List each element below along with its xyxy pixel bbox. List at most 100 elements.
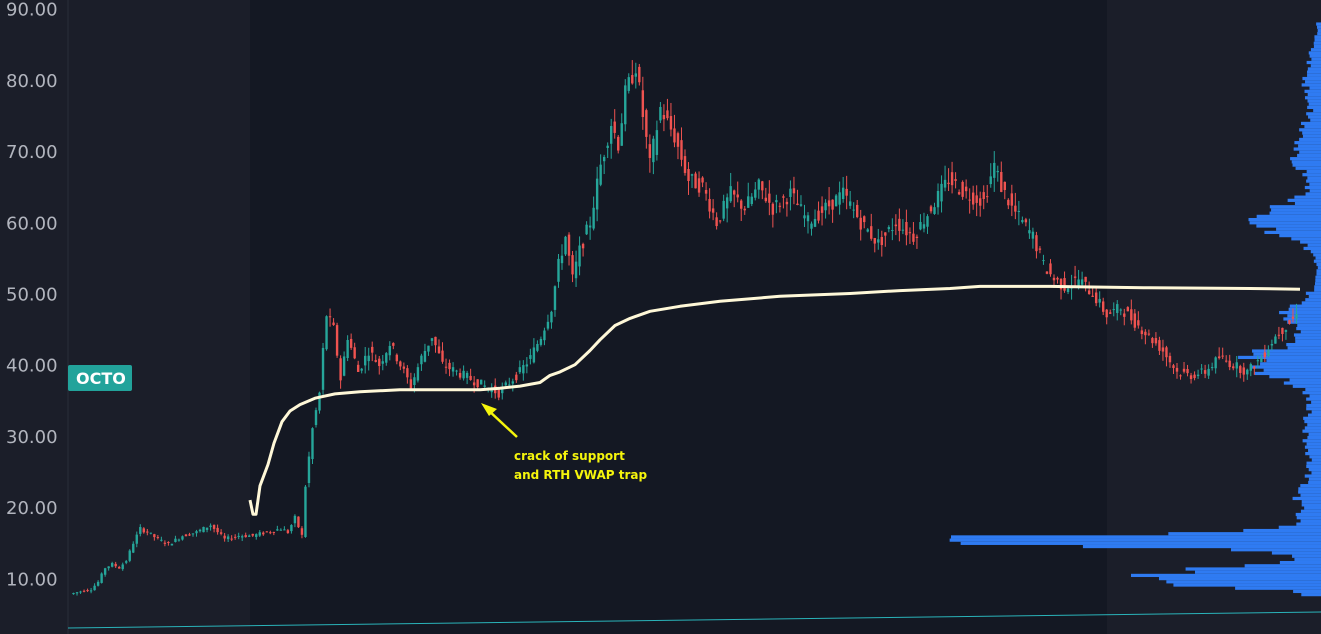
candle-body [599, 164, 602, 185]
candle-body [718, 220, 722, 222]
candle-body [831, 199, 834, 210]
candle-body [469, 375, 472, 380]
symbol-tag-text: OCTO [76, 369, 126, 388]
candle-body [1038, 248, 1042, 250]
candle-body [754, 189, 757, 198]
volume-profile-bar [1292, 384, 1321, 388]
volume-profile-bar [1305, 387, 1321, 392]
candle-body [859, 217, 862, 230]
candle-body [321, 347, 325, 390]
candle-body [497, 389, 500, 398]
candle-body [381, 361, 384, 364]
candle-body [641, 90, 645, 118]
volume-profile-bar [1311, 458, 1321, 462]
volume-profile-bar [1293, 333, 1321, 337]
volume-profile-bar [1276, 227, 1321, 231]
volume-profile-bar [1130, 573, 1321, 578]
volume-profile-bar [1315, 256, 1321, 260]
volume-profile-bar [949, 538, 1321, 542]
candle-body [518, 367, 522, 373]
volume-profile-bar [1306, 403, 1321, 408]
volume-profile-bar [1295, 339, 1321, 344]
candle-body [1024, 219, 1028, 223]
candle-body [785, 201, 789, 205]
symbol-tag: OCTO [68, 365, 132, 391]
candle-body [1239, 366, 1242, 373]
volume-profile-bar [1315, 278, 1321, 283]
candle-body [894, 224, 898, 227]
candle-body [434, 336, 437, 346]
candle-body [146, 531, 149, 533]
candle-body [483, 385, 486, 387]
candle-body [968, 199, 971, 201]
candle-body [1175, 367, 1179, 372]
volume-profile-bar [1313, 41, 1321, 45]
annotation-line-1: crack of support [514, 449, 625, 463]
candle-body [395, 354, 399, 362]
candle-body [936, 190, 940, 208]
volume-profile-bar [1300, 519, 1321, 523]
volume-profile-bar [1173, 583, 1321, 587]
candle-body [1284, 330, 1288, 332]
candle-body [634, 73, 637, 77]
volume-profile-bar [1304, 96, 1321, 100]
candle-body [437, 346, 441, 354]
candle-body [655, 130, 659, 155]
candle-body [722, 200, 725, 219]
price-tick-label: 10.00 [6, 569, 58, 590]
candle-body [1207, 368, 1210, 376]
candle-body [926, 216, 929, 227]
candle-body [627, 77, 630, 91]
price-axis[interactable]: 10.00 20.00 30.00 40.00 50.00 60.00 70.00 80.00… [6, 0, 58, 590]
candle-body [269, 532, 272, 534]
candle-body [522, 365, 525, 374]
volume-profile-bar [1287, 346, 1321, 350]
candle-body [356, 364, 360, 372]
candle-body [1151, 338, 1154, 344]
candle-body [620, 123, 623, 146]
candle-body [132, 543, 135, 553]
volume-profile-bar [1298, 487, 1321, 491]
candle-body [898, 218, 901, 231]
candle-body [114, 563, 117, 567]
candle-body [335, 325, 339, 356]
candle-body [332, 322, 335, 326]
candle-body [982, 192, 985, 200]
candle-body [110, 563, 114, 567]
volume-profile-bar [1316, 272, 1321, 276]
candle-body [961, 181, 964, 197]
volume-profile-bar [1311, 410, 1321, 414]
candle-body [933, 207, 936, 214]
candle-body [1203, 370, 1207, 374]
candle-body [1112, 309, 1115, 311]
candle-body [1077, 279, 1080, 288]
candle-body [1277, 334, 1281, 336]
volume-profile-bar [1306, 179, 1321, 183]
candle-body [645, 110, 648, 137]
candle-body [472, 382, 476, 386]
candle-body [683, 156, 687, 173]
volume-profile-bar [1294, 195, 1321, 199]
candle-body [701, 177, 704, 183]
candle-body [392, 343, 395, 346]
candle-body [1270, 343, 1274, 346]
candle-body [659, 106, 662, 121]
candle-body [248, 535, 251, 537]
volume-profile-bar [1307, 435, 1321, 440]
vwap-line [248, 284, 1301, 516]
volume-profile-bar [1309, 455, 1321, 459]
candle-body [824, 202, 827, 211]
candle-body [479, 379, 483, 385]
candle-body [557, 258, 560, 282]
volume-profile-bar [1307, 73, 1321, 77]
candle-body [680, 140, 683, 160]
volume-profile-bar [1289, 378, 1321, 382]
volume-profile-bar [1306, 397, 1321, 401]
volume-profile-bar [1308, 413, 1321, 417]
volume-profile-bar [1304, 89, 1321, 93]
candle-body [947, 182, 950, 185]
symbol-tag-bg [68, 365, 132, 391]
volume-profile-bar [1317, 32, 1321, 36]
candle-body [1003, 181, 1006, 191]
